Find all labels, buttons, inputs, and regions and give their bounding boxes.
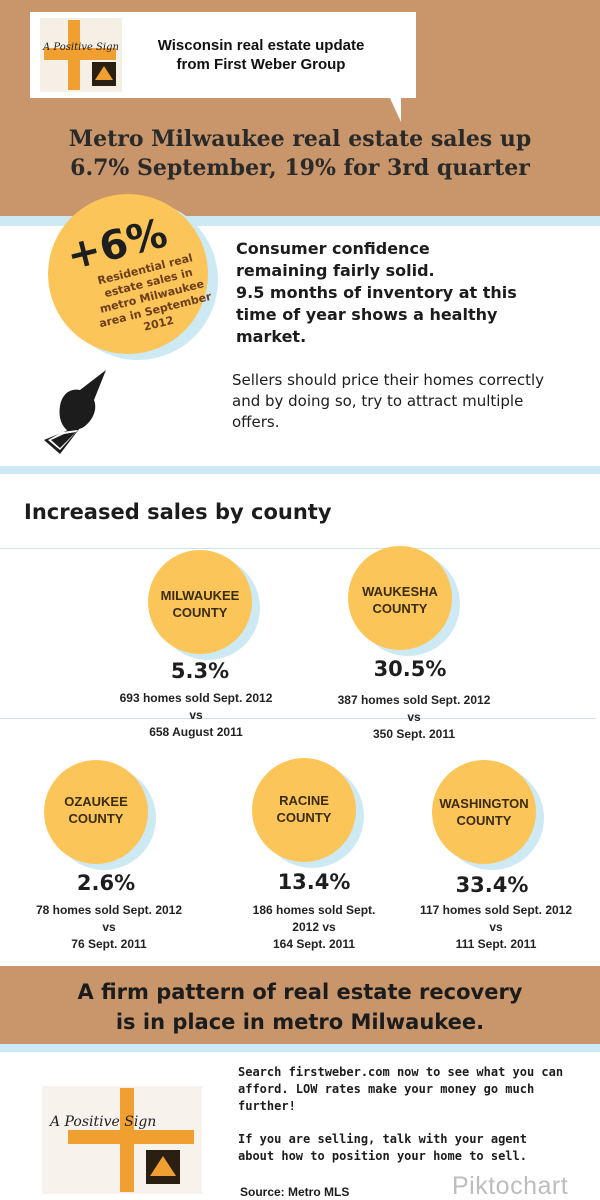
plus-sign-icon: A Positive Sign xyxy=(42,20,119,90)
section-divider xyxy=(0,466,600,474)
county-name: WASHINGTON COUNTY xyxy=(439,796,529,828)
county-name: RACINE COUNTY xyxy=(276,793,332,825)
county-detail: 693 homes sold Sept. 2012 vs 658 August 20… xyxy=(119,691,273,739)
pointing-hand-icon xyxy=(44,370,106,454)
header-stripe xyxy=(0,216,600,226)
footer-call-to-action: Search firstweber.com now to see what yo… xyxy=(238,1064,568,1181)
divider-line xyxy=(0,718,596,719)
highlight-circle xyxy=(48,194,208,354)
county-detail: 387 homes sold Sept. 2012 vs 350 Sept. 201… xyxy=(337,693,491,741)
section-title: Increased sales by county xyxy=(24,500,332,524)
source-credit: Source: Metro MLS xyxy=(240,1185,350,1199)
svg-text:A Positive Sign: A Positive Sign xyxy=(42,42,119,53)
speech-bubble-tail xyxy=(389,96,401,122)
market-summary: Consumer confidence remaining fairly sol… xyxy=(236,239,517,346)
county-pct: 2.6% xyxy=(76,871,136,895)
positive-sign-logo: A Positive Sign xyxy=(40,18,122,92)
county-name: OZAUKEE COUNTY xyxy=(64,794,128,826)
pattern-band xyxy=(0,966,600,1044)
county-pct: 13.4% xyxy=(277,870,351,894)
county-pct: 33.4% xyxy=(455,873,529,897)
county-pct: 5.3% xyxy=(170,659,230,683)
search-message: Search firstweber.com now to see what yo… xyxy=(238,1065,564,1113)
svg-text:A Positive Sign: A Positive Sign xyxy=(48,1114,156,1130)
county-pct: 30.5% xyxy=(373,657,447,681)
selling-message: If you are selling, talk with your agent… xyxy=(238,1132,527,1163)
header-title: Wisconsin real estate update from First … xyxy=(157,37,365,73)
divider-line xyxy=(0,548,600,549)
county-detail: 117 homes sold Sept. 2012 vs 111 Sept. 201… xyxy=(419,903,573,951)
pattern-stripe xyxy=(0,1044,600,1052)
county-detail: 78 homes sold Sept. 2012 vs 76 Sept. 2011 xyxy=(35,903,183,951)
seller-advice: Sellers should price their homes correct… xyxy=(232,371,545,431)
county-circle xyxy=(44,760,148,864)
main-headline: Metro Milwaukee real estate sales up 6.7… xyxy=(68,126,532,181)
positive-sign-logo-large: A Positive Sign xyxy=(42,1086,202,1194)
county-circle xyxy=(348,546,452,650)
county-circle xyxy=(148,550,252,654)
county-name: MILWAUKEE COUNTY xyxy=(160,588,240,620)
pattern-statement: A firm pattern of real estate recovery i… xyxy=(77,980,523,1034)
county-circle xyxy=(252,758,356,862)
county-detail: 186 homes sold Sept. 2012 vs 164 Sept. 201… xyxy=(252,903,376,951)
county-name: WAUKESHA COUNTY xyxy=(362,584,438,616)
piktochart-watermark: Piktochart xyxy=(452,1172,569,1200)
county-circle xyxy=(432,760,536,864)
plus-sign-icon: A Positive Sign xyxy=(48,1088,194,1192)
